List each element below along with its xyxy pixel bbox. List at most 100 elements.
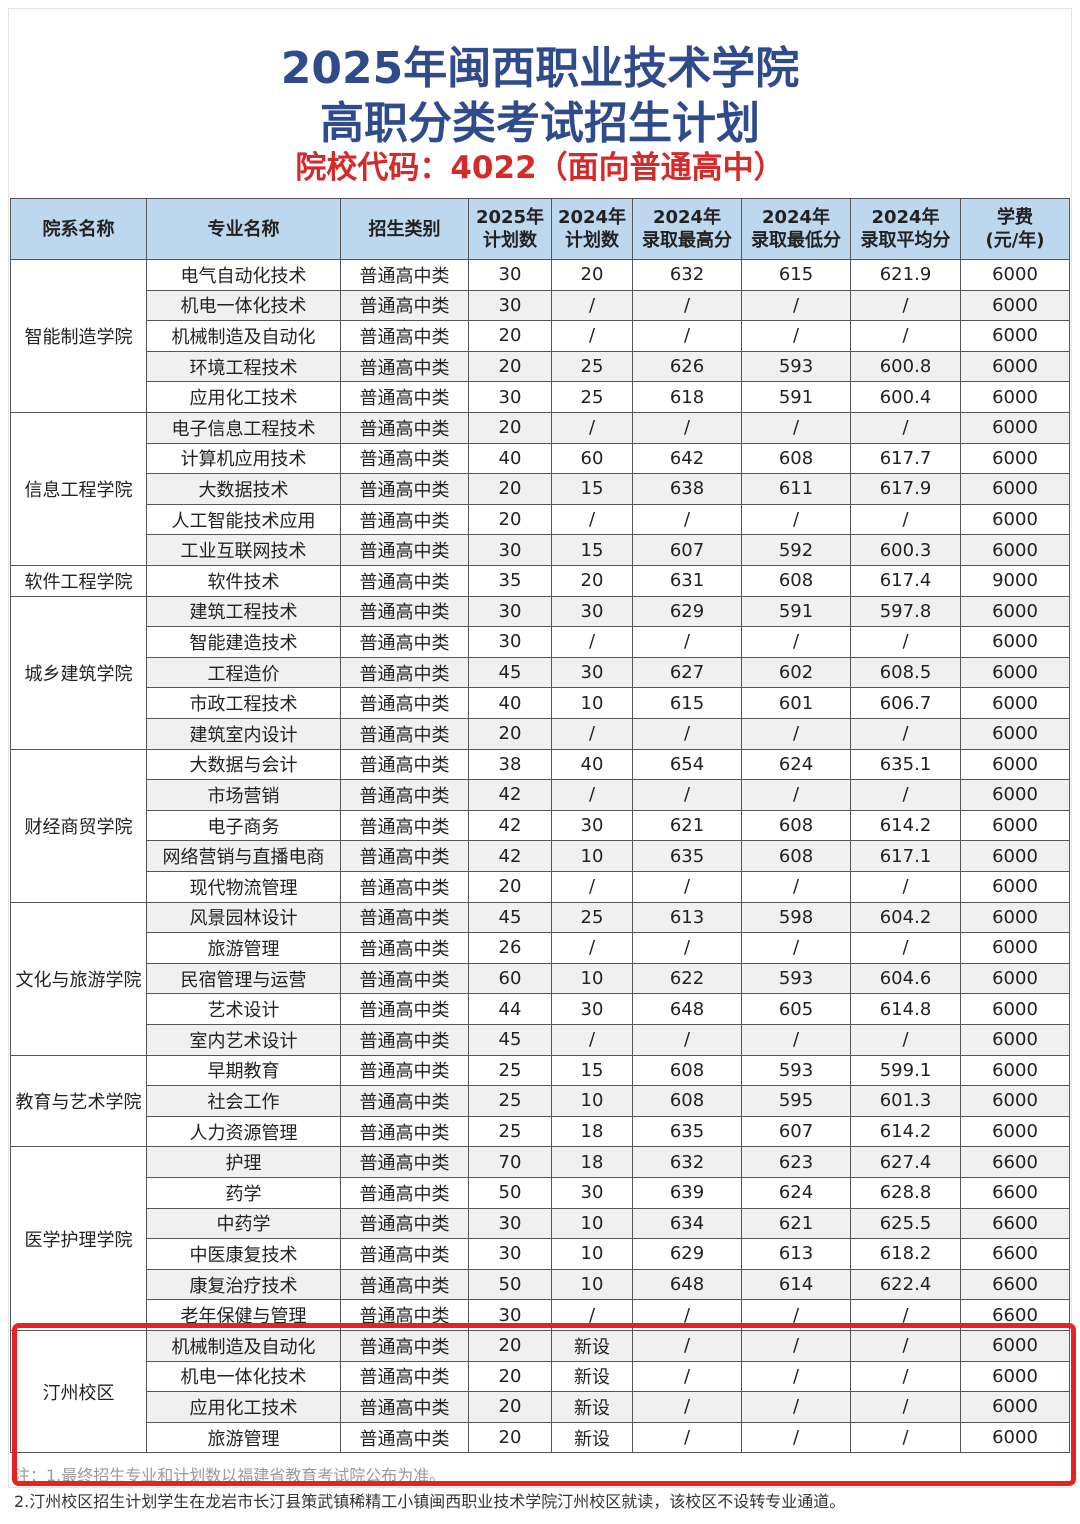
table-cell: 普通高中类 [341, 1422, 469, 1454]
table-cell: 6000 [961, 535, 1070, 566]
table-cell: 6000 [961, 443, 1070, 475]
department-cell: 医学护理学院 [10, 1147, 147, 1331]
table-cell: 638 [633, 474, 742, 505]
column-header: 院系名称 [10, 198, 147, 260]
table-cell: 软件技术 [147, 566, 341, 597]
table-cell: 普通高中类 [341, 1178, 469, 1209]
table-cell: / [633, 933, 742, 964]
table-cell: 45 [469, 1025, 552, 1056]
table-cell: 20 [469, 719, 552, 750]
table-cell: 30 [469, 1239, 552, 1270]
table-cell: 6000 [961, 719, 1070, 750]
table-cell: / [552, 504, 633, 536]
table-cell: 20 [469, 351, 552, 383]
table-cell: 20 [469, 1361, 552, 1393]
table-cell: 大数据技术 [147, 474, 341, 505]
table-cell: 608 [742, 810, 851, 842]
table-cell: / [552, 933, 633, 964]
table-cell: 电子信息工程技术 [147, 413, 341, 444]
table-cell: 604.2 [851, 902, 961, 934]
table-cell: 6000 [961, 596, 1070, 628]
department-cell: 软件工程学院 [10, 566, 147, 597]
table-cell: 6000 [961, 994, 1070, 1025]
header-text: 录取最低分 [751, 230, 841, 251]
table-cell: 30 [469, 290, 552, 322]
table-cell: 623 [742, 1147, 851, 1178]
table-cell: 计算机应用技术 [147, 443, 341, 475]
table-cell: 30 [469, 535, 552, 566]
table-cell: 635.1 [851, 749, 961, 781]
table-cell: 应用化工技术 [147, 1392, 341, 1423]
table-cell: 工业互联网技术 [147, 535, 341, 566]
header-text: 2024年 [871, 207, 940, 228]
table-cell: / [742, 719, 851, 750]
table-cell: 617.4 [851, 566, 961, 597]
table-cell: 627 [633, 657, 742, 689]
table-cell: 6600 [961, 1269, 1070, 1301]
table-cell: 35 [469, 566, 552, 597]
table-cell: 社会工作 [147, 1086, 341, 1117]
table-cell: 6000 [961, 382, 1070, 413]
note: 2.汀州校区招生计划学生在龙岩市长汀县策武镇稀精工小镇闽西职业技术学院汀州校区就… [14, 1492, 846, 1511]
table-cell: 60 [552, 443, 633, 475]
header-text: 招生类别 [368, 218, 441, 240]
table-cell: 10 [552, 1269, 633, 1301]
table-cell: / [851, 504, 961, 536]
table-cell: 中医康复技术 [147, 1239, 341, 1270]
table-cell: 民宿管理与运营 [147, 963, 341, 995]
table-cell: 6000 [961, 290, 1070, 322]
table-cell: 应用化工技术 [147, 382, 341, 413]
table-cell: 30 [552, 810, 633, 842]
table-cell: 普通高中类 [341, 1331, 469, 1362]
table-cell: 25 [552, 351, 633, 383]
table-cell: 622 [633, 963, 742, 995]
table-cell: 20 [469, 1392, 552, 1423]
table-cell: 632 [633, 1147, 742, 1178]
table-cell: / [633, 1422, 742, 1454]
table-cell: / [633, 780, 742, 811]
table-cell: 普通高中类 [341, 780, 469, 811]
header-text: 2024年 [557, 207, 627, 228]
table-cell: / [742, 321, 851, 352]
table-cell: 6000 [961, 963, 1070, 995]
department-cell: 教育与艺术学院 [10, 1055, 147, 1148]
table-cell: 早期教育 [147, 1055, 341, 1087]
table-cell: 6000 [961, 1422, 1070, 1454]
table-cell: 597.8 [851, 596, 961, 628]
table-cell: 机械制造及自动化 [147, 321, 341, 352]
table-cell: / [633, 1361, 742, 1393]
table-cell: / [552, 321, 633, 352]
table-cell: 593 [742, 351, 851, 383]
table-cell: 70 [469, 1147, 552, 1178]
table-cell: 电子商务 [147, 810, 341, 842]
table-cell: 10 [552, 963, 633, 995]
header-text: 2024年 [761, 207, 831, 228]
table-cell: 6000 [961, 260, 1070, 291]
header-text: 计划数 [483, 230, 537, 251]
table-cell: / [742, 1025, 851, 1056]
table-cell: 6000 [961, 321, 1070, 352]
table-cell: 普通高中类 [341, 1269, 469, 1301]
table-cell: 6000 [961, 1361, 1070, 1393]
table-cell: 环境工程技术 [147, 351, 341, 383]
table-cell: 592 [742, 535, 851, 566]
table-cell: 627.4 [851, 1147, 961, 1178]
table-cell: 6000 [961, 1392, 1070, 1423]
column-header: 2025年 计划数 [469, 198, 552, 260]
table-cell: / [633, 627, 742, 658]
table-cell: / [851, 1025, 961, 1056]
table-cell: / [742, 504, 851, 536]
column-header: 2024年 录取最低分 [742, 198, 851, 260]
table-cell: 621.9 [851, 260, 961, 291]
table-cell: 42 [469, 780, 552, 811]
table-cell: / [633, 719, 742, 750]
table-cell: 595 [742, 1086, 851, 1117]
table-cell: / [742, 413, 851, 444]
table-cell: / [742, 872, 851, 903]
table-cell: 30 [552, 657, 633, 689]
table-cell: 普通高中类 [341, 504, 469, 536]
table-cell: 6600 [961, 1147, 1070, 1178]
table-cell: 普通高中类 [341, 1239, 469, 1270]
department-cell: 文化与旅游学院 [10, 902, 147, 1056]
